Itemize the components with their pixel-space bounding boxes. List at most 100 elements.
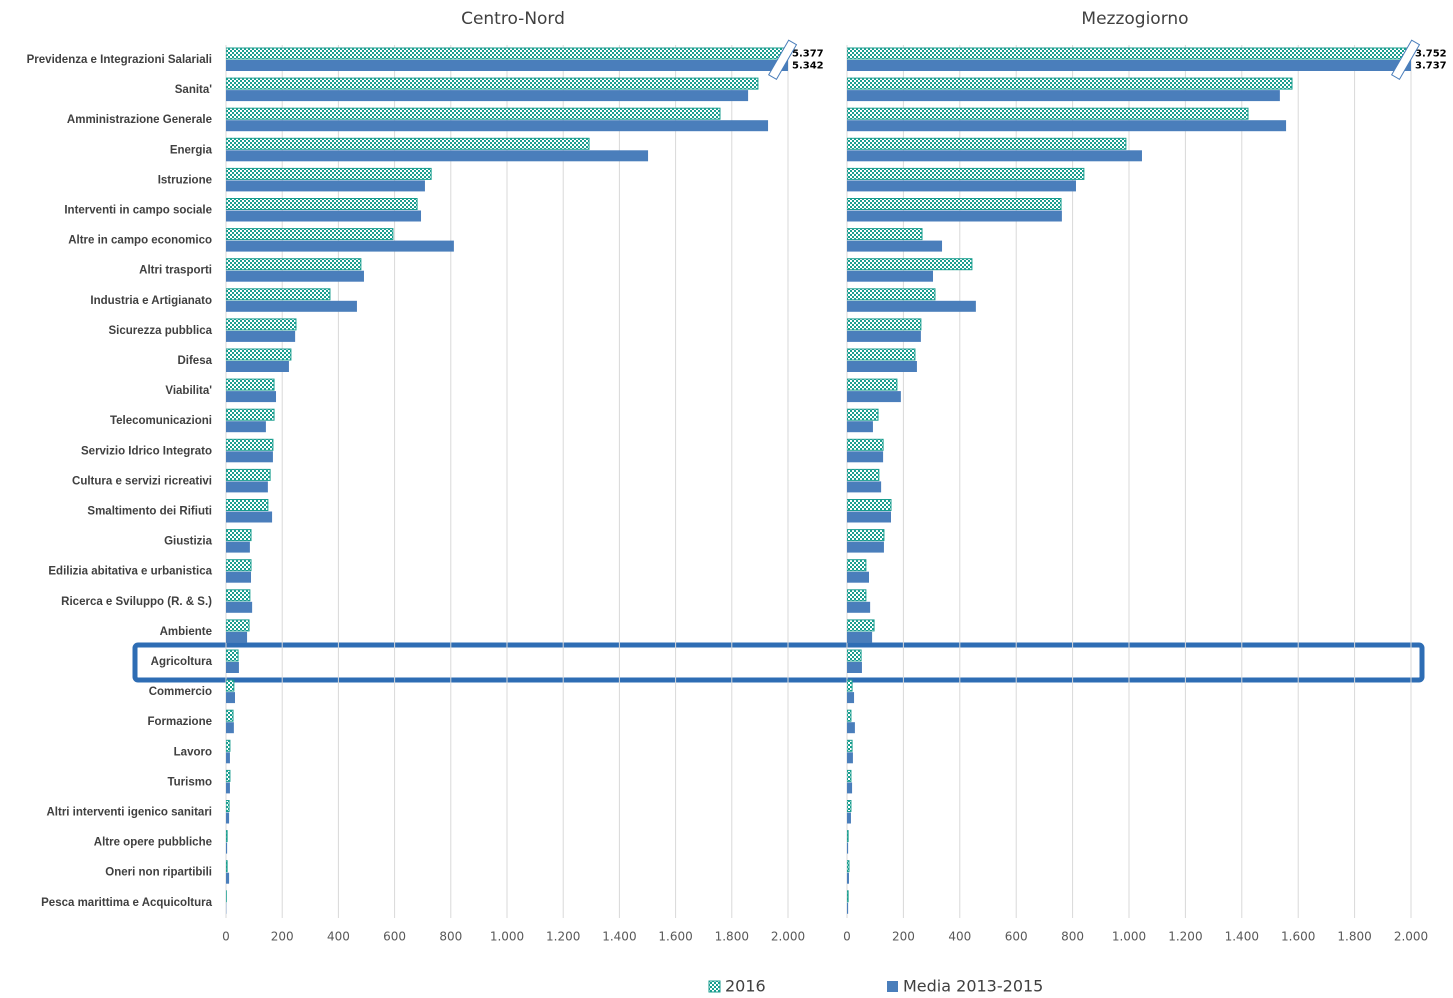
bar [847, 631, 873, 643]
category-label: Edilizia abitativa e urbanistica [48, 566, 212, 578]
bar [847, 421, 873, 433]
bar [847, 300, 976, 312]
axis-break [1390, 39, 1421, 81]
bar [226, 348, 292, 361]
value-label: 5.342 [792, 61, 824, 72]
bar [226, 739, 231, 752]
category-label: Commercio [149, 686, 212, 698]
category-label: Cultura e servizi ricreativi [72, 475, 212, 487]
bar [226, 137, 590, 150]
x-tick-label: 200 [892, 930, 915, 944]
panel-title: Mezzogiorno [1081, 9, 1188, 29]
axis-break [767, 39, 798, 81]
bar [847, 167, 1085, 180]
bar [847, 258, 973, 271]
category-label: Previdenza e Integrazioni Salariali [27, 54, 212, 66]
bar [847, 830, 849, 843]
bar [226, 198, 418, 210]
bar [226, 830, 228, 843]
category-label: Telecomunicazioni [110, 415, 212, 427]
value-label: 3.752 [1415, 49, 1447, 60]
bar [226, 421, 266, 433]
bar [847, 589, 867, 602]
bar [847, 60, 1411, 71]
bar [226, 167, 432, 180]
bar [847, 872, 849, 884]
bar [226, 782, 230, 794]
x-tick-label: 1.600 [1281, 930, 1315, 944]
legend-label: 2016 [725, 977, 766, 996]
bar [847, 408, 879, 421]
bar [847, 318, 922, 331]
bar [847, 198, 1062, 210]
x-tick-label: 1.200 [1168, 930, 1202, 944]
bar [226, 872, 230, 884]
category-label: Agricoltura [151, 656, 213, 668]
bar [847, 228, 923, 241]
bar [226, 330, 296, 342]
bar [226, 679, 235, 692]
bar [847, 499, 892, 511]
x-tick-label: 800 [439, 930, 462, 944]
bar [847, 860, 850, 873]
bar [226, 228, 394, 241]
bar [847, 107, 1249, 120]
bar [847, 541, 884, 553]
bar [226, 438, 274, 451]
x-tick-label: 200 [271, 930, 294, 944]
bar [847, 902, 849, 914]
legend-label: Media 2013-2015 [903, 977, 1043, 996]
bar [847, 77, 1293, 90]
category-label: Smaltimento dei Rifiuti [87, 506, 212, 518]
bar [226, 90, 749, 102]
bar [226, 709, 234, 722]
bar [847, 769, 852, 782]
bar [847, 270, 934, 282]
x-tick-label: 1.000 [1112, 930, 1146, 944]
x-tick-label: 0 [843, 930, 851, 944]
category-label: Amministrazione Generale [67, 114, 212, 126]
bar [226, 601, 253, 613]
category-label: Difesa [177, 355, 212, 367]
bar [847, 90, 1280, 102]
bar [847, 529, 885, 542]
bar [226, 842, 228, 854]
bar [847, 559, 867, 572]
x-tick-label: 2.000 [1394, 930, 1428, 944]
category-label: Oneri non ripartibili [105, 867, 212, 879]
bar [226, 180, 425, 192]
x-tick-label: 600 [383, 930, 406, 944]
bar [847, 692, 855, 704]
bar [226, 800, 230, 812]
bar [847, 180, 1076, 192]
bar [226, 408, 275, 421]
bar [226, 240, 454, 252]
category-label: Interventi in campo sociale [64, 205, 212, 217]
bar [847, 288, 936, 301]
bar [226, 769, 231, 782]
bar [226, 722, 234, 734]
bar [847, 438, 884, 451]
bar [847, 150, 1142, 162]
x-tick-label: 0 [222, 930, 230, 944]
bar [226, 529, 252, 542]
category-label: Altri trasporti [139, 265, 212, 277]
bar [226, 258, 362, 271]
value-label: 3.737 [1415, 61, 1447, 72]
bar [226, 378, 275, 391]
bar [847, 120, 1287, 132]
bar [226, 752, 230, 764]
bar [847, 709, 852, 722]
bar [226, 391, 277, 403]
category-label: Pesca marittima e Acquicoltura [41, 897, 212, 909]
bar [226, 662, 239, 673]
category-label: Istruzione [158, 174, 212, 186]
x-tick-label: 1.000 [490, 930, 524, 944]
bar [226, 499, 269, 511]
bar [847, 662, 862, 673]
bar [226, 270, 364, 282]
category-label: Altri interventi igenico sanitari [46, 807, 212, 819]
bar [226, 150, 649, 162]
bar [847, 782, 853, 794]
